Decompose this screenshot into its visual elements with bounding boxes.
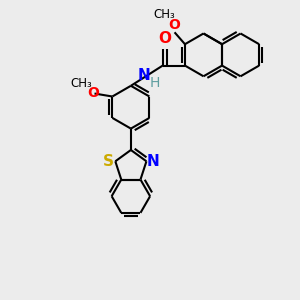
Text: O: O [158,31,171,46]
Text: O: O [169,18,181,32]
Text: CH₃: CH₃ [153,8,175,21]
Text: O: O [87,86,99,100]
Text: H: H [149,76,160,90]
Text: S: S [103,154,114,169]
Text: CH₃: CH₃ [70,76,92,90]
Text: N: N [138,68,150,83]
Text: N: N [147,154,159,169]
